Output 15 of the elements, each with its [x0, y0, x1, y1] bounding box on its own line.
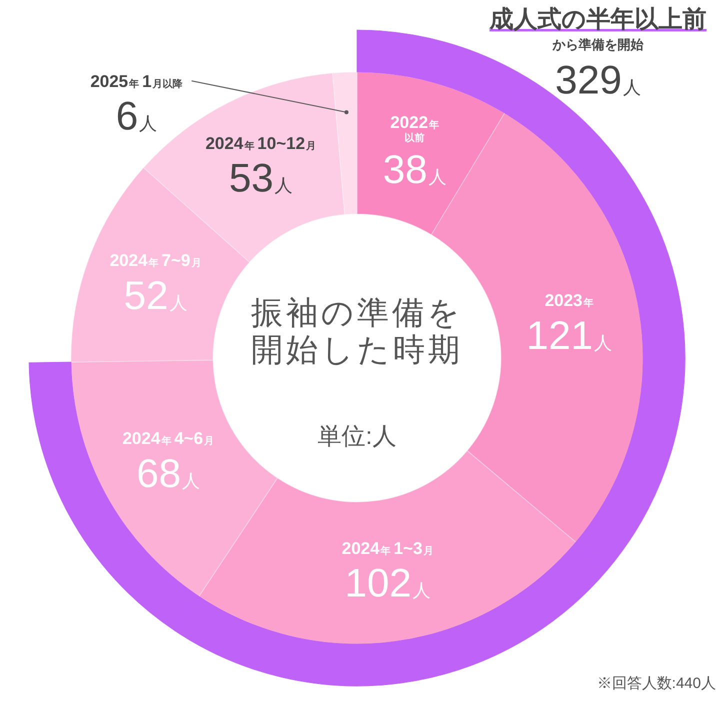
series-label: 成人式の半年以上前から準備を開始	[490, 6, 706, 52]
data-label: 6人	[116, 94, 158, 139]
data-label: 53人	[229, 156, 292, 201]
text: 単位:人	[318, 423, 396, 450]
text: 振袖の準備を開始した時期	[251, 294, 463, 368]
series-total: 329人	[555, 58, 641, 102]
text: ※回答人数:440人	[596, 675, 716, 692]
data-label: 38人	[382, 148, 446, 192]
category-label: 2024年4~6月	[122, 429, 214, 448]
category-label: 2023年	[544, 290, 594, 310]
data-label: 121人	[526, 314, 612, 358]
category-label: 2022年以前	[390, 112, 440, 144]
data-label: 102人	[344, 562, 430, 606]
data-label: 52人	[124, 274, 188, 318]
data-label: 68人	[136, 452, 200, 496]
